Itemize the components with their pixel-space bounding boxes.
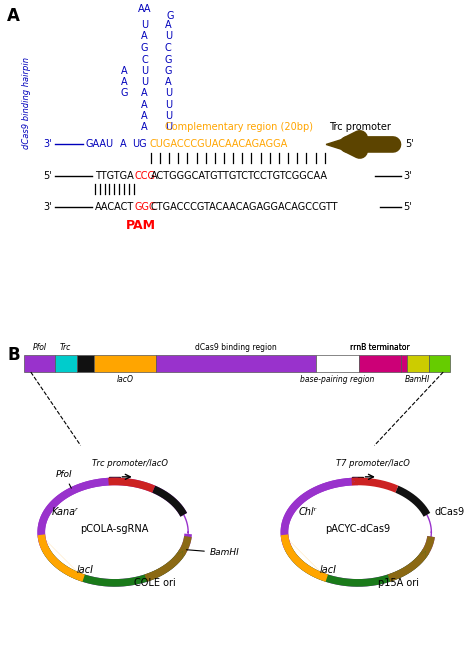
Text: BamHI: BamHI bbox=[405, 375, 430, 383]
Text: UG: UG bbox=[132, 140, 146, 150]
Bar bbox=[55, 355, 77, 372]
Text: Trc: Trc bbox=[60, 343, 72, 353]
Text: A: A bbox=[165, 77, 172, 87]
Text: U: U bbox=[141, 20, 148, 30]
Text: U: U bbox=[164, 88, 172, 98]
Bar bbox=[77, 355, 94, 372]
Text: G: G bbox=[167, 11, 174, 21]
Text: 3': 3' bbox=[403, 170, 411, 180]
Text: CTGACCCGTACAACAGAGGACAGCCGTT: CTGACCCGTACAACAGAGGACAGCCGTT bbox=[151, 202, 338, 212]
Text: pACYC-dCas9: pACYC-dCas9 bbox=[325, 524, 391, 534]
Text: A: A bbox=[141, 122, 148, 132]
Text: B: B bbox=[7, 345, 20, 363]
Text: pCOLA-sgRNA: pCOLA-sgRNA bbox=[81, 524, 149, 534]
Bar bbox=[156, 355, 316, 372]
Text: CUGACCCGUACAACAGAGGA: CUGACCCGUACAACAGAGGA bbox=[149, 140, 288, 150]
Text: dCas9 binding hairpin: dCas9 binding hairpin bbox=[22, 57, 30, 149]
Text: 3': 3' bbox=[44, 140, 52, 150]
Text: 5': 5' bbox=[405, 140, 414, 150]
Text: lacI: lacI bbox=[77, 565, 94, 574]
Text: CCG: CCG bbox=[134, 170, 155, 180]
Text: 3': 3' bbox=[44, 202, 52, 212]
Text: A: A bbox=[165, 20, 172, 30]
FancyArrow shape bbox=[326, 138, 396, 151]
Text: Complementary region (20bp): Complementary region (20bp) bbox=[165, 122, 313, 132]
Text: lacI: lacI bbox=[320, 565, 337, 574]
Text: C: C bbox=[141, 55, 148, 65]
Text: Trc promoter: Trc promoter bbox=[329, 122, 391, 132]
Text: p15A ori: p15A ori bbox=[378, 578, 419, 588]
Text: U: U bbox=[164, 111, 172, 121]
Text: A: A bbox=[141, 100, 148, 110]
Text: A: A bbox=[7, 7, 20, 25]
Text: AACACT: AACACT bbox=[95, 202, 134, 212]
Bar bbox=[359, 355, 401, 372]
Bar bbox=[401, 355, 407, 372]
Text: A: A bbox=[141, 111, 148, 121]
Text: GGC: GGC bbox=[134, 202, 156, 212]
Text: U: U bbox=[164, 100, 172, 110]
Text: A: A bbox=[121, 77, 128, 87]
Text: A: A bbox=[141, 88, 148, 98]
Text: G: G bbox=[121, 88, 128, 98]
Text: dCas9: dCas9 bbox=[434, 506, 464, 516]
Text: Kanaʳ: Kanaʳ bbox=[52, 507, 78, 517]
Text: U: U bbox=[164, 31, 172, 41]
Text: rrnB terminator: rrnB terminator bbox=[350, 343, 410, 353]
Text: G: G bbox=[141, 43, 148, 53]
Text: 5': 5' bbox=[403, 202, 411, 212]
Text: COLE ori: COLE ori bbox=[134, 578, 176, 588]
Text: G: G bbox=[164, 55, 172, 65]
Text: T7 promoter/lacO: T7 promoter/lacO bbox=[336, 460, 410, 468]
Bar bbox=[352, 477, 363, 482]
Text: dCas9 binding region: dCas9 binding region bbox=[195, 343, 277, 353]
Text: PfoI: PfoI bbox=[56, 470, 73, 488]
Text: A: A bbox=[119, 140, 126, 150]
Bar bbox=[316, 355, 359, 372]
Text: BamHI: BamHI bbox=[186, 548, 239, 557]
Text: Trc promoter/lacO: Trc promoter/lacO bbox=[92, 460, 168, 468]
Text: 5': 5' bbox=[44, 170, 52, 180]
Text: TTGTGA: TTGTGA bbox=[95, 170, 134, 180]
Text: rrnB terminator: rrnB terminator bbox=[350, 343, 410, 353]
Bar bbox=[24, 355, 55, 372]
Text: ACTGGGCATGTTGTCTCCTGTCGGCAA: ACTGGGCATGTTGTCTCCTGTCGGCAA bbox=[151, 170, 328, 180]
Text: AA: AA bbox=[138, 4, 151, 14]
Bar bbox=[109, 477, 120, 482]
Text: U: U bbox=[141, 77, 148, 87]
Text: PAM: PAM bbox=[126, 218, 156, 232]
Bar bbox=[94, 355, 156, 372]
Text: A: A bbox=[121, 66, 128, 75]
Text: Chlʳ: Chlʳ bbox=[299, 507, 317, 517]
Bar bbox=[407, 355, 428, 372]
Text: GAAU: GAAU bbox=[85, 140, 113, 150]
Text: U: U bbox=[141, 66, 148, 75]
Text: G: G bbox=[164, 66, 172, 75]
Text: U: U bbox=[164, 122, 172, 132]
Text: C: C bbox=[165, 43, 172, 53]
Text: lacO: lacO bbox=[117, 375, 134, 383]
Text: PfoI: PfoI bbox=[32, 343, 46, 353]
Text: base-pairing region: base-pairing region bbox=[300, 375, 374, 383]
Text: A: A bbox=[141, 31, 148, 41]
Bar bbox=[428, 355, 450, 372]
